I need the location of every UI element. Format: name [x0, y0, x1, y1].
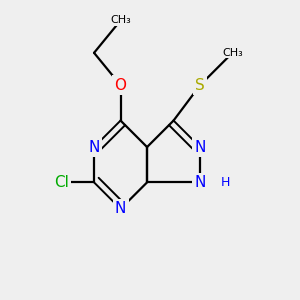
Text: CH₃: CH₃: [222, 48, 243, 58]
Text: CH₃: CH₃: [110, 15, 131, 26]
Text: H: H: [220, 176, 230, 189]
Text: O: O: [115, 78, 127, 93]
Text: N: N: [88, 140, 100, 154]
Text: N: N: [194, 175, 206, 190]
Text: N: N: [115, 201, 126, 216]
Text: S: S: [195, 78, 205, 93]
Text: N: N: [194, 140, 206, 154]
Text: Cl: Cl: [54, 175, 69, 190]
